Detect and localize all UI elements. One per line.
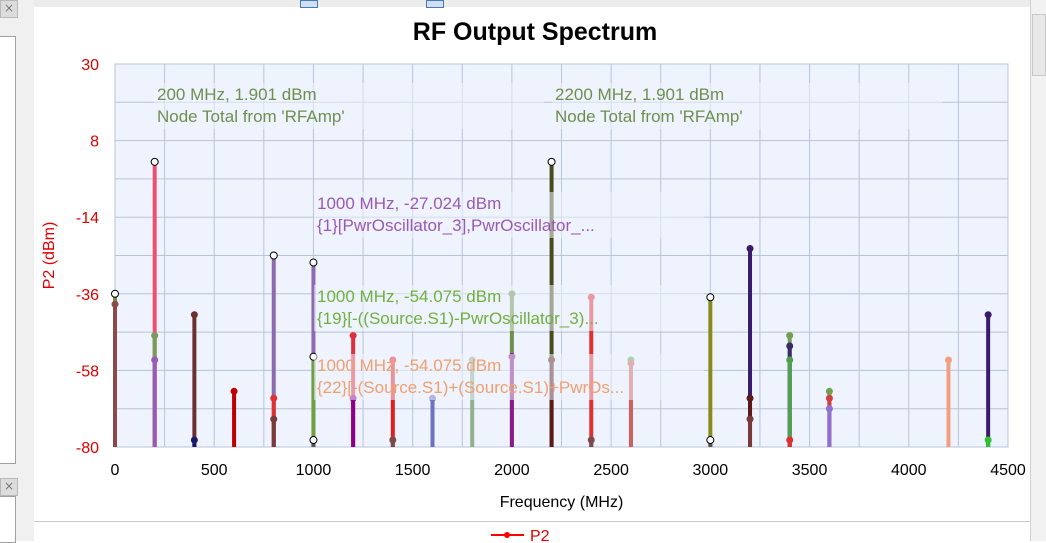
x-tick-label: 4000 <box>891 462 927 479</box>
data-point-marker <box>270 394 278 402</box>
y-tick-label: -14 <box>76 210 99 227</box>
x-tick-label: 1000 <box>296 462 332 479</box>
toolbar-tab-icon[interactable] <box>300 0 318 8</box>
data-point-marker <box>151 332 159 340</box>
annotation-line-1: 2200 MHz, 1.901 dBm <box>555 85 724 104</box>
data-point-marker <box>190 311 198 319</box>
annotation-line-2: Node Total from 'RFAmp' <box>555 107 743 126</box>
data-point-marker <box>786 356 794 364</box>
x-tick-label: 1500 <box>395 462 431 479</box>
annotation-line-1: 1000 MHz, -54.075 dBm <box>317 287 501 306</box>
annotations: 200 MHz, 1.901 dBm Node Total from 'RFAmp… <box>154 83 942 400</box>
chart-title: RF Output Spectrum <box>413 18 657 46</box>
annotation-line-2: {19}[-((Source.S1)-PwrOscillator_3)... <box>317 309 599 328</box>
data-point-marker <box>825 405 833 413</box>
annotation-line-2: {22}[-(Source.S1)+(Source.S1)+PwrOs... <box>317 378 624 397</box>
data-point-marker <box>309 258 318 267</box>
data-point-marker <box>150 157 159 166</box>
data-point-marker <box>111 289 119 298</box>
y-tick-label: -58 <box>76 363 99 380</box>
data-point-marker <box>944 356 952 364</box>
data-point-marker <box>269 251 278 260</box>
data-point-marker <box>547 157 556 166</box>
data-point-marker <box>151 356 159 364</box>
spectrum-chart: RF Output Spectrum 30 8 -14 -36 -58 -80 0 500 1… <box>41 18 1026 541</box>
annotation-box <box>314 354 704 400</box>
data-point-marker <box>746 415 754 423</box>
data-point-marker <box>746 245 754 253</box>
data-point-marker <box>786 342 794 350</box>
y-axis-label: P2 (dBm) <box>41 222 58 290</box>
x-tick-label: 3500 <box>792 462 828 479</box>
data-point-marker <box>786 436 794 444</box>
y-tick-label: 8 <box>90 134 99 151</box>
annotation-line-2: Node Total from 'RFAmp' <box>157 107 345 126</box>
legend-label-p2: P2 <box>530 528 550 541</box>
data-point-marker <box>111 300 119 308</box>
data-point-marker <box>270 415 278 423</box>
annotation-line-1: 200 MHz, 1.901 dBm <box>157 85 317 104</box>
y-tick-labels: 30 8 -14 -36 -58 -80 <box>76 57 99 457</box>
x-axis-label: Frequency (MHz) <box>500 494 624 511</box>
x-tick-label: 4500 <box>990 462 1026 479</box>
annotation-line-1: 1000 MHz, -54.075 dBm <box>317 356 501 375</box>
annotation-box <box>314 285 704 331</box>
annotation-box <box>552 83 942 129</box>
data-point-marker <box>746 394 754 402</box>
data-point-marker <box>190 436 198 444</box>
left-panel-upper <box>0 36 16 464</box>
x-tick-labels: 0 500 1000 1500 2000 2500 3000 3500 4000 4500 <box>111 462 1026 479</box>
x-tick-label: 3000 <box>693 462 729 479</box>
x-tick-label: 2000 <box>494 462 530 479</box>
annotation-box <box>154 83 544 129</box>
x-tick-label: 0 <box>111 462 120 479</box>
data-point-marker <box>706 293 715 302</box>
left-panel-lower <box>0 496 16 543</box>
x-tick-label: 2500 <box>593 462 629 479</box>
vertical-scrollbar[interactable] <box>1030 0 1046 541</box>
data-point-marker <box>984 436 992 444</box>
close-icon[interactable]: × <box>0 478 18 496</box>
x-tick-label: 500 <box>201 462 228 479</box>
data-point-marker <box>825 387 833 395</box>
close-icon[interactable]: × <box>0 0 18 18</box>
y-tick-label: 30 <box>81 57 99 74</box>
y-tick-label: -80 <box>76 440 99 457</box>
data-point-marker <box>706 436 715 445</box>
y-tick-label: -36 <box>76 287 99 304</box>
data-point-marker <box>230 387 238 395</box>
data-point-marker <box>587 436 595 444</box>
scrollbar-thumb[interactable] <box>1032 14 1046 76</box>
data-point-marker <box>349 332 357 340</box>
annotation-line-2: {1}[PwrOscillator_3],PwrOscillator_... <box>317 216 595 235</box>
legend: P2 <box>491 528 550 541</box>
data-point-marker <box>309 436 318 445</box>
annotation-line-1: 1000 MHz, -27.024 dBm <box>317 194 501 213</box>
legend-divider <box>34 521 1030 522</box>
toolbar-tab-icon[interactable] <box>426 0 444 8</box>
data-point-marker <box>825 394 833 402</box>
data-point-marker <box>389 436 397 444</box>
data-point-marker <box>786 332 794 340</box>
annotation-box <box>314 192 704 238</box>
top-toolbar-strip <box>34 0 1046 7</box>
data-point-marker <box>984 311 992 319</box>
legend-marker <box>504 532 510 538</box>
